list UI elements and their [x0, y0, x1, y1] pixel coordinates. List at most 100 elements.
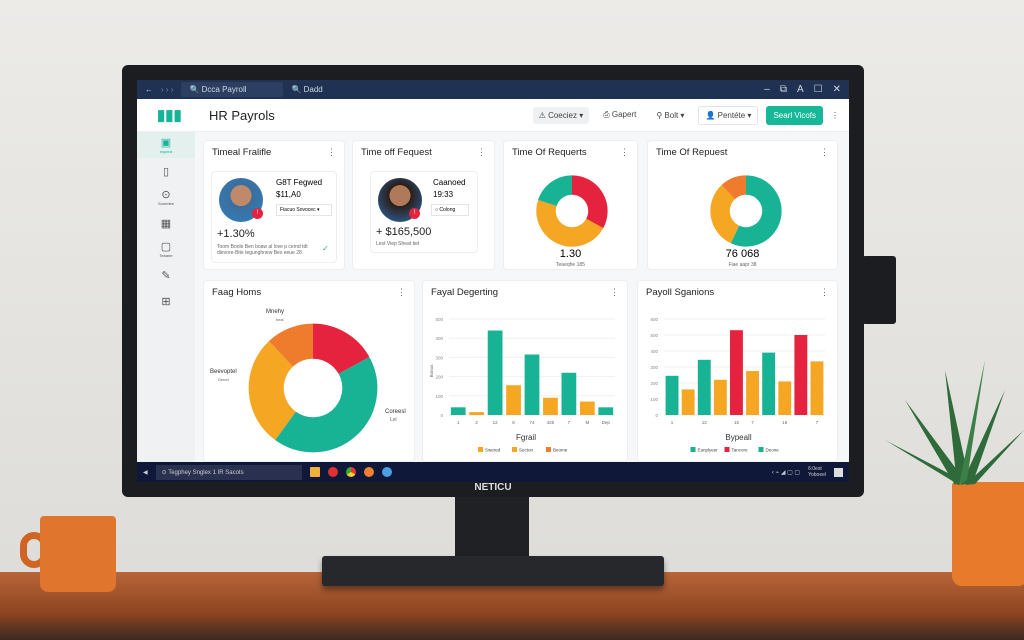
- donut-value: 76 068: [725, 248, 760, 260]
- start-icon[interactable]: ◀: [143, 469, 148, 476]
- bar[interactable]: [746, 371, 759, 415]
- sidebar-item-edit[interactable]: ✎: [137, 262, 195, 288]
- y-tick-label: 200: [435, 375, 443, 380]
- clock[interactable]: 6:0est Yoboeel: [808, 466, 826, 478]
- bar[interactable]: [469, 412, 485, 415]
- x-tick-label: 2: [475, 420, 478, 425]
- status-pill[interactable]: ○ Colong: [431, 204, 469, 216]
- x-tick-label: 74: [529, 420, 535, 425]
- card-title: Fayal Degerting: [431, 287, 499, 298]
- y-tick-label: 500: [435, 317, 443, 322]
- bar[interactable]: [778, 381, 792, 415]
- y-tick-label: 200: [650, 381, 658, 386]
- y-tick-label: 400: [435, 336, 443, 341]
- time-off-requests-card: Time Of Requerts ⋮ 1.30 Teaeqhe 185: [503, 140, 638, 270]
- card-menu-icon[interactable]: ⋮: [477, 147, 486, 157]
- minimize-icon[interactable]: –: [764, 84, 770, 95]
- more-icon[interactable]: ⋮: [831, 110, 839, 120]
- bar[interactable]: [794, 335, 808, 415]
- legend-swatch: [478, 447, 483, 452]
- bar[interactable]: [762, 352, 776, 415]
- filter-dropdown[interactable]: ⚠ Coeciez ▾: [532, 106, 590, 124]
- sidebar-item-calendar[interactable]: ▦: [137, 210, 195, 236]
- pay-hours-card: Faag Homs ⋮ Mnehy beal Beevoptel Denet Co…: [203, 280, 415, 462]
- clock-time: 6:0est: [808, 466, 822, 472]
- bar[interactable]: [524, 354, 540, 415]
- bar[interactable]: [697, 359, 711, 415]
- close-icon[interactable]: ✕: [832, 84, 841, 95]
- bar[interactable]: [506, 385, 521, 415]
- sidebar-item-dashboard[interactable]: ▣ espera: [137, 132, 195, 158]
- address-search[interactable]: 🔍 Dcca Payroll: [181, 82, 284, 97]
- bar[interactable]: [579, 401, 595, 415]
- coffee-mug: [40, 516, 116, 592]
- page-title: HR Payrols: [209, 107, 275, 123]
- profile-panel: ! Caanoed 19:33 ○ Colong + $165,500 Lest…: [370, 171, 478, 253]
- taskbar-search[interactable]: ⊙ Tegphey Snglex 1 IR Sacots: [155, 464, 302, 480]
- calendar-icon: ▦: [160, 217, 172, 230]
- bar[interactable]: [543, 397, 558, 415]
- status-select[interactable]: Fiacuo Sovocec ▾: [276, 204, 332, 216]
- export-button[interactable]: ⎙ Gapert: [603, 110, 637, 119]
- maximize-icon[interactable]: ☐: [813, 84, 823, 95]
- calendar-app-icon[interactable]: [309, 467, 320, 477]
- plant-leaves: [885, 360, 1024, 485]
- bar[interactable]: [730, 330, 743, 415]
- bar[interactable]: [713, 379, 727, 415]
- card-menu-icon[interactable]: ⋮: [397, 287, 406, 297]
- legend-swatch: [690, 447, 696, 452]
- y-axis-label: Bonus: [429, 364, 434, 378]
- clock-date: Yoboeel: [808, 472, 826, 478]
- profile-panel: ! G8T Fegwed $11,A0 Fiacuo Sovocec ▾ +1.…: [211, 171, 337, 263]
- bar[interactable]: [681, 389, 695, 415]
- payroll-sessions-card: Payoll Sganions ⋮ 0 100 200 300 400 500 600 1 12 1…: [637, 280, 838, 462]
- donut-slice: [538, 175, 573, 207]
- bar[interactable]: [810, 361, 824, 415]
- notification-icon[interactable]: [834, 467, 843, 477]
- card-menu-icon[interactable]: ⋮: [620, 147, 629, 157]
- search-tab[interactable]: 🔍 Dadd: [291, 85, 323, 94]
- forward-icon[interactable]: › › ›: [161, 85, 174, 94]
- donut-slice: [268, 323, 314, 368]
- app-icon[interactable]: [363, 467, 374, 477]
- slice-label: Coreesl: [385, 409, 406, 415]
- y-tick-label: 500: [650, 333, 658, 338]
- monitor-stand-base: [322, 556, 664, 586]
- sidebar-item-documents[interactable]: ▯: [137, 158, 195, 184]
- employee-name: Caanoed: [433, 178, 466, 187]
- sidebar-item-gallery[interactable]: ⊞: [137, 288, 195, 314]
- primary-action-button[interactable]: Searl Vicofs: [766, 105, 823, 125]
- y-tick-label: 0: [440, 413, 443, 418]
- app-icon[interactable]: [327, 467, 338, 477]
- bar[interactable]: [598, 407, 614, 415]
- bar[interactable]: [450, 407, 466, 415]
- restore-icon[interactable]: ⧉: [779, 84, 787, 95]
- bar[interactable]: [561, 372, 577, 415]
- location-dropdown[interactable]: ⚲ Bolt ▾: [656, 110, 685, 120]
- card-menu-icon[interactable]: ⋮: [820, 287, 829, 297]
- user-menu[interactable]: 👤 Pentéte ▾: [698, 105, 759, 125]
- app-header: ▮▮▮ HR Payrols ⚠ Coeciez ▾ ⎙ Gapert ⚲ Bo…: [137, 99, 849, 132]
- status-select-value: Fiacuo Sovocec: [280, 207, 316, 213]
- monitor-stand-neck: [455, 497, 529, 559]
- app-icon[interactable]: [381, 467, 392, 477]
- sidebar-item-files[interactable]: ▢ Teaamr: [137, 236, 195, 262]
- slice-sublabel: beal: [276, 317, 284, 322]
- donut-slice: [311, 323, 370, 375]
- bar[interactable]: [487, 330, 503, 415]
- sidebar-item-settings[interactable]: ⊙ Sonedee: [137, 184, 195, 210]
- chrome-icon[interactable]: [345, 467, 356, 477]
- back-icon[interactable]: ←: [145, 85, 153, 94]
- card-menu-icon[interactable]: ⋮: [610, 287, 619, 297]
- card-menu-icon[interactable]: ⋮: [820, 147, 829, 157]
- legend-swatch: [546, 447, 551, 452]
- stat-value: + $165,500: [376, 226, 432, 238]
- card-menu-icon[interactable]: ⋮: [327, 147, 336, 157]
- donut-slice: [730, 175, 782, 247]
- document-icon: ▯: [162, 165, 170, 178]
- request-time: 19:33: [433, 190, 454, 199]
- profile-icon[interactable]: A: [796, 84, 804, 95]
- stat-description: Toom Bonle Ben boaw al love p cemd tdt d…: [217, 244, 308, 256]
- bar[interactable]: [665, 375, 679, 415]
- system-tray-icons[interactable]: ‹ ⌁ ◢ ▢ ▢: [771, 469, 801, 476]
